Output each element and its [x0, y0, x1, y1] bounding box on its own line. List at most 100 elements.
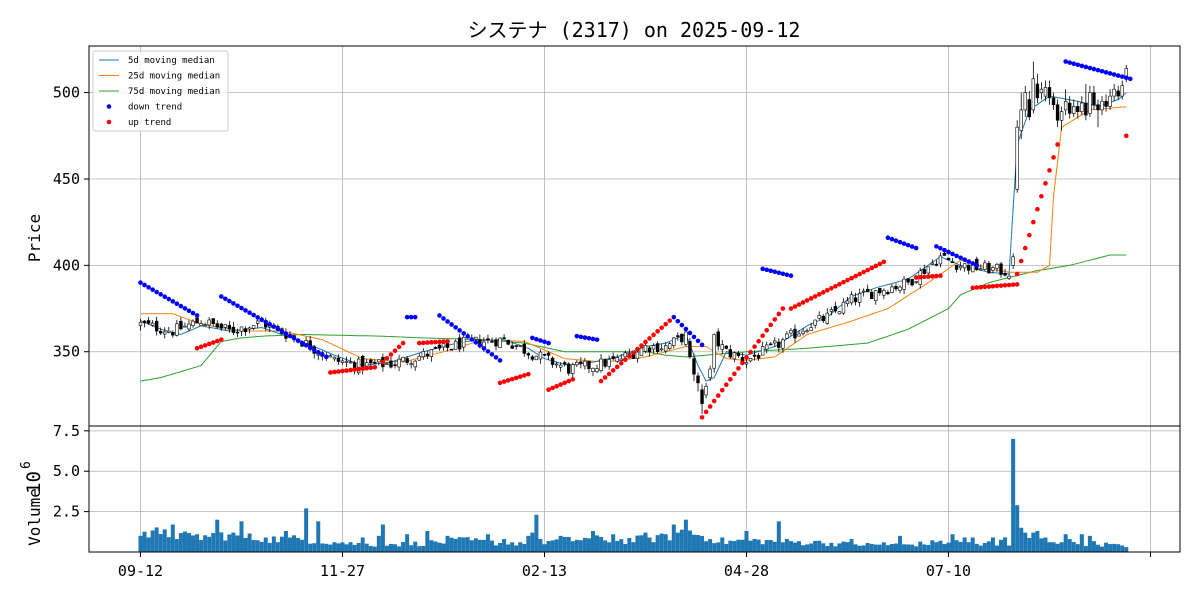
down-trend-dot-7-155 — [764, 267, 769, 273]
volume-bar-177 — [853, 544, 858, 552]
candle-body-116 — [607, 359, 611, 367]
candle-body-230 — [1068, 102, 1072, 114]
volume-grid — [89, 426, 1180, 552]
candle-body-88 — [494, 339, 498, 347]
candle-169 — [821, 314, 825, 324]
volume-bar-156 — [768, 539, 773, 552]
volume-bar-218 — [1019, 527, 1024, 552]
candle-body-168 — [817, 315, 821, 319]
volume-bar-132 — [671, 524, 676, 552]
volume-bar-97 — [530, 532, 535, 552]
volume-bar-65 — [401, 541, 406, 552]
volume-bar-137 — [691, 534, 696, 552]
up-trend-dot-1-58 — [372, 364, 378, 370]
candle-217 — [1015, 120, 1019, 193]
candle-11 — [183, 322, 187, 328]
up-trend-dot-6-116 — [606, 371, 612, 377]
candle-body-120 — [623, 352, 628, 358]
down-trend-dot-8-186 — [889, 236, 895, 242]
candle-62 — [389, 356, 393, 369]
up-trend-dot-10-214 — [1002, 283, 1008, 288]
down-trend-dot-10-242 — [1115, 73, 1121, 78]
candle-body-134 — [680, 333, 684, 343]
candle-body-175 — [845, 300, 850, 304]
volume-bar-180 — [865, 543, 870, 552]
volume-bar-172 — [833, 546, 838, 552]
candle-235 — [1088, 85, 1092, 117]
up-trend-dot-0-17 — [206, 341, 212, 347]
candle-body-218 — [1019, 109, 1023, 131]
up-trend-dot-6-128 — [655, 329, 660, 334]
candle-102 — [550, 356, 555, 368]
candle-body-77 — [449, 348, 454, 351]
down-trend-dot-2-67 — [408, 314, 414, 320]
up-trend-dot-10-210 — [986, 284, 992, 289]
down-trend-dot-1-33 — [271, 324, 277, 329]
candle-body-130 — [663, 345, 668, 352]
candle-body-163 — [797, 333, 801, 337]
up-trend-dot-8-169 — [820, 290, 826, 295]
candle-body-10 — [179, 320, 183, 330]
volume-bar-242 — [1116, 544, 1121, 552]
up-trend-dot-5-104 — [558, 382, 563, 387]
candle-192 — [914, 281, 918, 285]
volume-bar-134 — [679, 529, 684, 552]
candle-body-7 — [167, 330, 171, 333]
candle-body-144 — [720, 344, 724, 350]
up-trend-dot-11-227 — [1055, 142, 1060, 147]
candle-body-189 — [902, 278, 906, 290]
volume-bar-230 — [1067, 539, 1072, 552]
candle-223 — [1039, 82, 1044, 100]
candle-body-98 — [534, 355, 539, 361]
volume-bar-234 — [1083, 545, 1088, 552]
candle-92 — [510, 341, 514, 349]
down-trend-dot-1-39 — [295, 338, 301, 343]
candle-241 — [1112, 84, 1116, 102]
candle-body-154 — [760, 346, 765, 356]
candle-body-160 — [785, 333, 789, 339]
volume-bar-129 — [659, 533, 664, 552]
down-trend-dot-1-26 — [243, 308, 248, 313]
up-trend-dot-7-146 — [728, 376, 733, 382]
candle-151 — [748, 358, 753, 363]
candle-body-214 — [1003, 273, 1007, 276]
candle-body-161 — [789, 330, 793, 334]
down-trend-dot-10-236 — [1091, 66, 1097, 72]
volume-bar-221 — [1031, 532, 1036, 552]
candle-215 — [1007, 273, 1011, 281]
down-trend-dot-3-79 — [457, 328, 462, 333]
candle-body-106 — [567, 363, 571, 374]
candle-146 — [728, 344, 733, 359]
up-trend-dot-8-183 — [877, 261, 883, 267]
candle-body-233 — [1080, 102, 1084, 112]
candle-body-158 — [777, 341, 781, 348]
candle-body-17 — [207, 319, 211, 326]
candle-222 — [1035, 73, 1040, 103]
price-ytick-label-0: 350 — [53, 343, 80, 361]
volume-bar-58 — [372, 546, 377, 552]
up-trend-dot-8-162 — [792, 304, 798, 309]
volume-bar-168 — [817, 540, 822, 552]
candle-body-109 — [579, 361, 583, 364]
down-trend-dot-9-197 — [934, 244, 939, 249]
volume-bar-184 — [881, 542, 886, 552]
candle-body-0 — [138, 321, 143, 326]
candle-body-75 — [441, 343, 446, 348]
volume-bar-100 — [542, 544, 547, 552]
candle-78 — [453, 339, 458, 350]
candle-body-208 — [979, 268, 983, 271]
candle-body-198 — [938, 255, 943, 265]
volume-bar-139 — [700, 535, 705, 552]
up-trend-dot-8-174 — [841, 279, 846, 285]
down-trend-dot-6-133 — [675, 318, 681, 324]
volume-bar-182 — [873, 544, 878, 552]
candle-103 — [554, 361, 559, 369]
up-trend-dot-9-192 — [913, 275, 919, 280]
candle-133 — [676, 332, 680, 341]
volume-bar-178 — [857, 545, 862, 552]
candle-129 — [659, 344, 664, 352]
volume-bar-14 — [195, 534, 200, 552]
candle-162 — [793, 324, 797, 343]
volume-bar-164 — [801, 545, 806, 552]
candle-183 — [878, 287, 882, 296]
